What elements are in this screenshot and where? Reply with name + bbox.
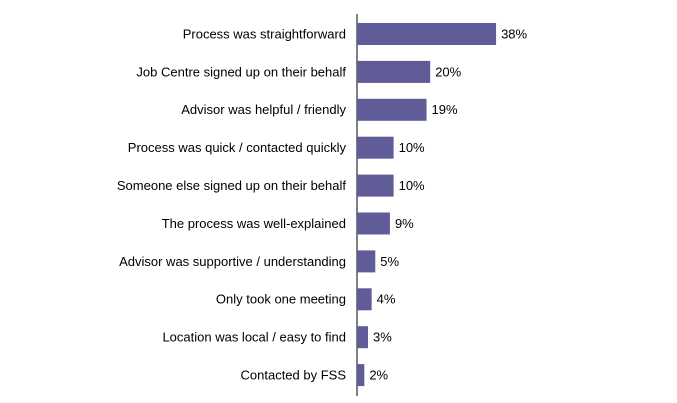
value-label: 19% — [432, 102, 458, 117]
category-label: The process was well-explained — [162, 216, 346, 231]
bar — [357, 364, 365, 387]
value-label: 20% — [435, 64, 461, 79]
bar — [357, 136, 394, 159]
value-label: 10% — [399, 178, 425, 193]
category-label: Contacted by FSS — [241, 368, 347, 383]
bar — [357, 250, 376, 273]
category-label: Process was quick / contacted quickly — [128, 140, 347, 155]
value-label: 10% — [399, 140, 425, 155]
value-label: 2% — [369, 368, 388, 383]
value-label: 38% — [501, 26, 527, 41]
value-label: 4% — [377, 292, 396, 307]
bar — [357, 288, 372, 311]
bar — [357, 23, 497, 45]
category-label: Process was straightforward — [183, 26, 346, 41]
category-label: Advisor was helpful / friendly — [181, 102, 346, 117]
bar — [357, 212, 390, 235]
value-label: 5% — [380, 254, 399, 269]
bar — [357, 326, 368, 349]
category-label: Only took one meeting — [216, 292, 346, 307]
category-label: Someone else signed up on their behalf — [117, 178, 346, 193]
value-label: 3% — [373, 330, 392, 345]
category-label: Location was local / easy to find — [162, 330, 346, 345]
category-label: Advisor was supportive / understanding — [119, 254, 346, 269]
bar — [357, 174, 394, 197]
value-label: 9% — [395, 216, 414, 231]
bar — [357, 60, 431, 83]
category-label: Job Centre signed up on their behalf — [136, 64, 346, 79]
bar — [357, 98, 427, 121]
